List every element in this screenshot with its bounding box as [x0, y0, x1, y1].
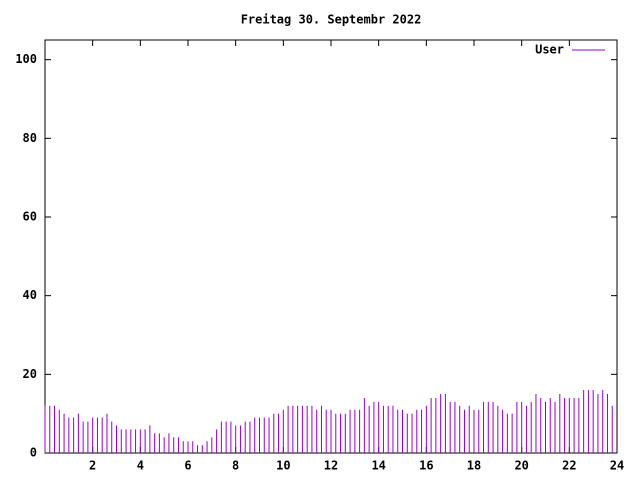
- x-tick-label: 22: [562, 459, 576, 473]
- x-tick-label: 18: [467, 459, 481, 473]
- x-tick-label: 14: [371, 459, 385, 473]
- y-tick-label: 40: [23, 288, 37, 302]
- x-tick-label: 8: [232, 459, 239, 473]
- y-tick-label: 100: [15, 52, 37, 66]
- x-tick-label: 12: [324, 459, 338, 473]
- x-tick-label: 6: [184, 459, 191, 473]
- x-tick-label: 24: [610, 459, 624, 473]
- y-tick-label: 80: [23, 131, 37, 145]
- x-tick-label: 2: [89, 459, 96, 473]
- x-tick-label: 4: [137, 459, 144, 473]
- legend-label: User: [535, 43, 564, 57]
- x-tick-label: 10: [276, 459, 290, 473]
- y-tick-label: 20: [23, 367, 37, 381]
- chart-title: Freitag 30. Septembr 2022: [241, 13, 422, 27]
- x-tick-label: 16: [419, 459, 433, 473]
- y-tick-label: 0: [30, 446, 37, 460]
- x-tick-label: 20: [514, 459, 528, 473]
- y-tick-label: 60: [23, 210, 37, 224]
